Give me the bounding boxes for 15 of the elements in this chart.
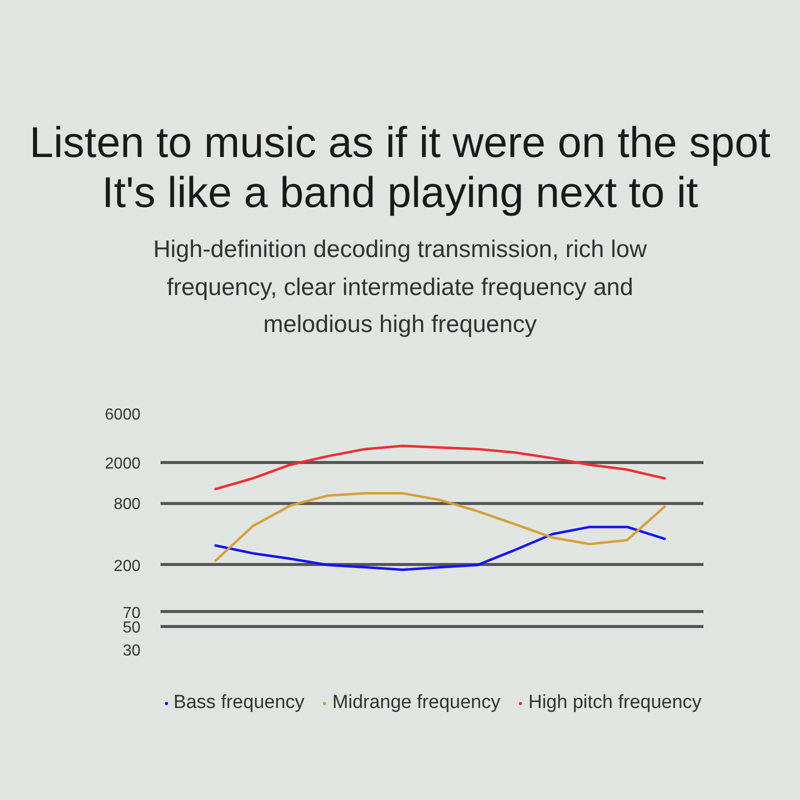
legend-label: Bass frequency bbox=[173, 692, 304, 714]
y-tick-label: 800 bbox=[114, 496, 141, 514]
y-tick-label: 30 bbox=[122, 642, 141, 660]
y-tick-label: 70 bbox=[122, 604, 141, 622]
chart-title: Listen to music as if it were on the spot It's like a band playing next to it bbox=[28, 118, 772, 218]
chart-subtitle: High-definition decoding transmission, rich low frequency, clear intermediate frequency and melodious high frequency bbox=[152, 235, 648, 340]
line-series bbox=[214, 526, 666, 571]
legend-label: Midrange frequency bbox=[332, 692, 500, 714]
y-tick-label: 50 bbox=[122, 620, 141, 637]
line-series bbox=[214, 492, 666, 562]
line-series bbox=[214, 444, 666, 490]
y-tick-label: 200 bbox=[114, 558, 141, 575]
legend-label: High pitch frequency bbox=[528, 692, 702, 714]
y-tick-label: 6000 bbox=[104, 406, 141, 424]
y-tick-label: 2000 bbox=[104, 455, 141, 472]
